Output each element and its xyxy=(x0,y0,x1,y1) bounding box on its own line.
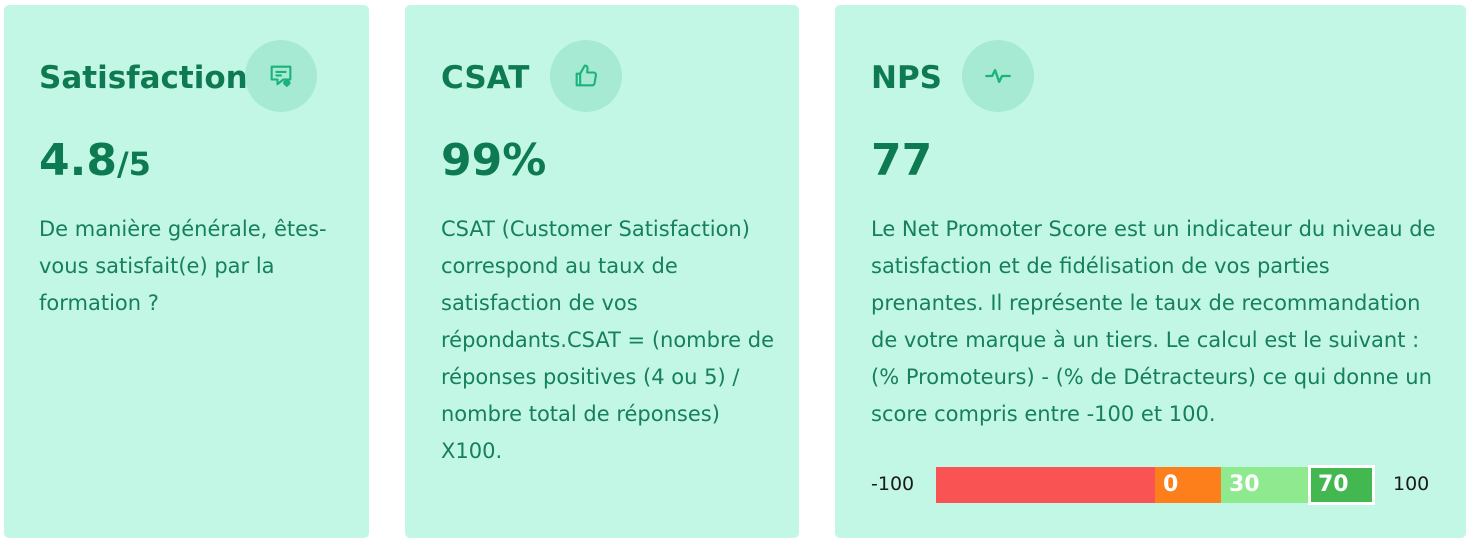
csat-title: CSAT xyxy=(441,60,530,96)
nps-segment-zero: 0 xyxy=(1155,467,1221,503)
csat-card: CSAT 99% CSAT (Customer Satisfaction) co… xyxy=(405,5,799,538)
nps-title: NPS xyxy=(871,60,942,96)
satisfaction-title: Satisfaction xyxy=(39,60,248,96)
nps-segment-seventy: 70 xyxy=(1308,465,1375,505)
nps-segment-detractors xyxy=(936,467,1155,503)
chat-heart-icon xyxy=(245,40,317,112)
csat-description: CSAT (Customer Satisfaction) correspond … xyxy=(441,217,774,463)
nps-value: 77 xyxy=(871,135,933,186)
pulse-icon xyxy=(962,40,1034,112)
nps-scale-max: 100 xyxy=(1393,473,1430,495)
satisfaction-score: 4.8 xyxy=(39,135,117,186)
csat-value: 99% xyxy=(441,135,547,186)
nps-segment-thirty: 30 xyxy=(1221,467,1310,503)
satisfaction-description: De manière générale, êtes-vous satisfait… xyxy=(39,217,327,315)
satisfaction-card: Satisfaction 4.8/5 De manière générale, … xyxy=(4,5,369,538)
nps-scale-bar: 0 30 70 xyxy=(936,465,1375,505)
satisfaction-score-max: /5 xyxy=(116,145,151,183)
nps-card: NPS 77 Le Net Promoter Score est un indi… xyxy=(835,5,1466,538)
nps-description: Le Net Promoter Score est un indicateur … xyxy=(871,217,1436,426)
thumbs-up-icon xyxy=(550,40,622,112)
nps-scale-min: -100 xyxy=(871,473,915,495)
satisfaction-value: 4.8/5 xyxy=(39,131,151,194)
